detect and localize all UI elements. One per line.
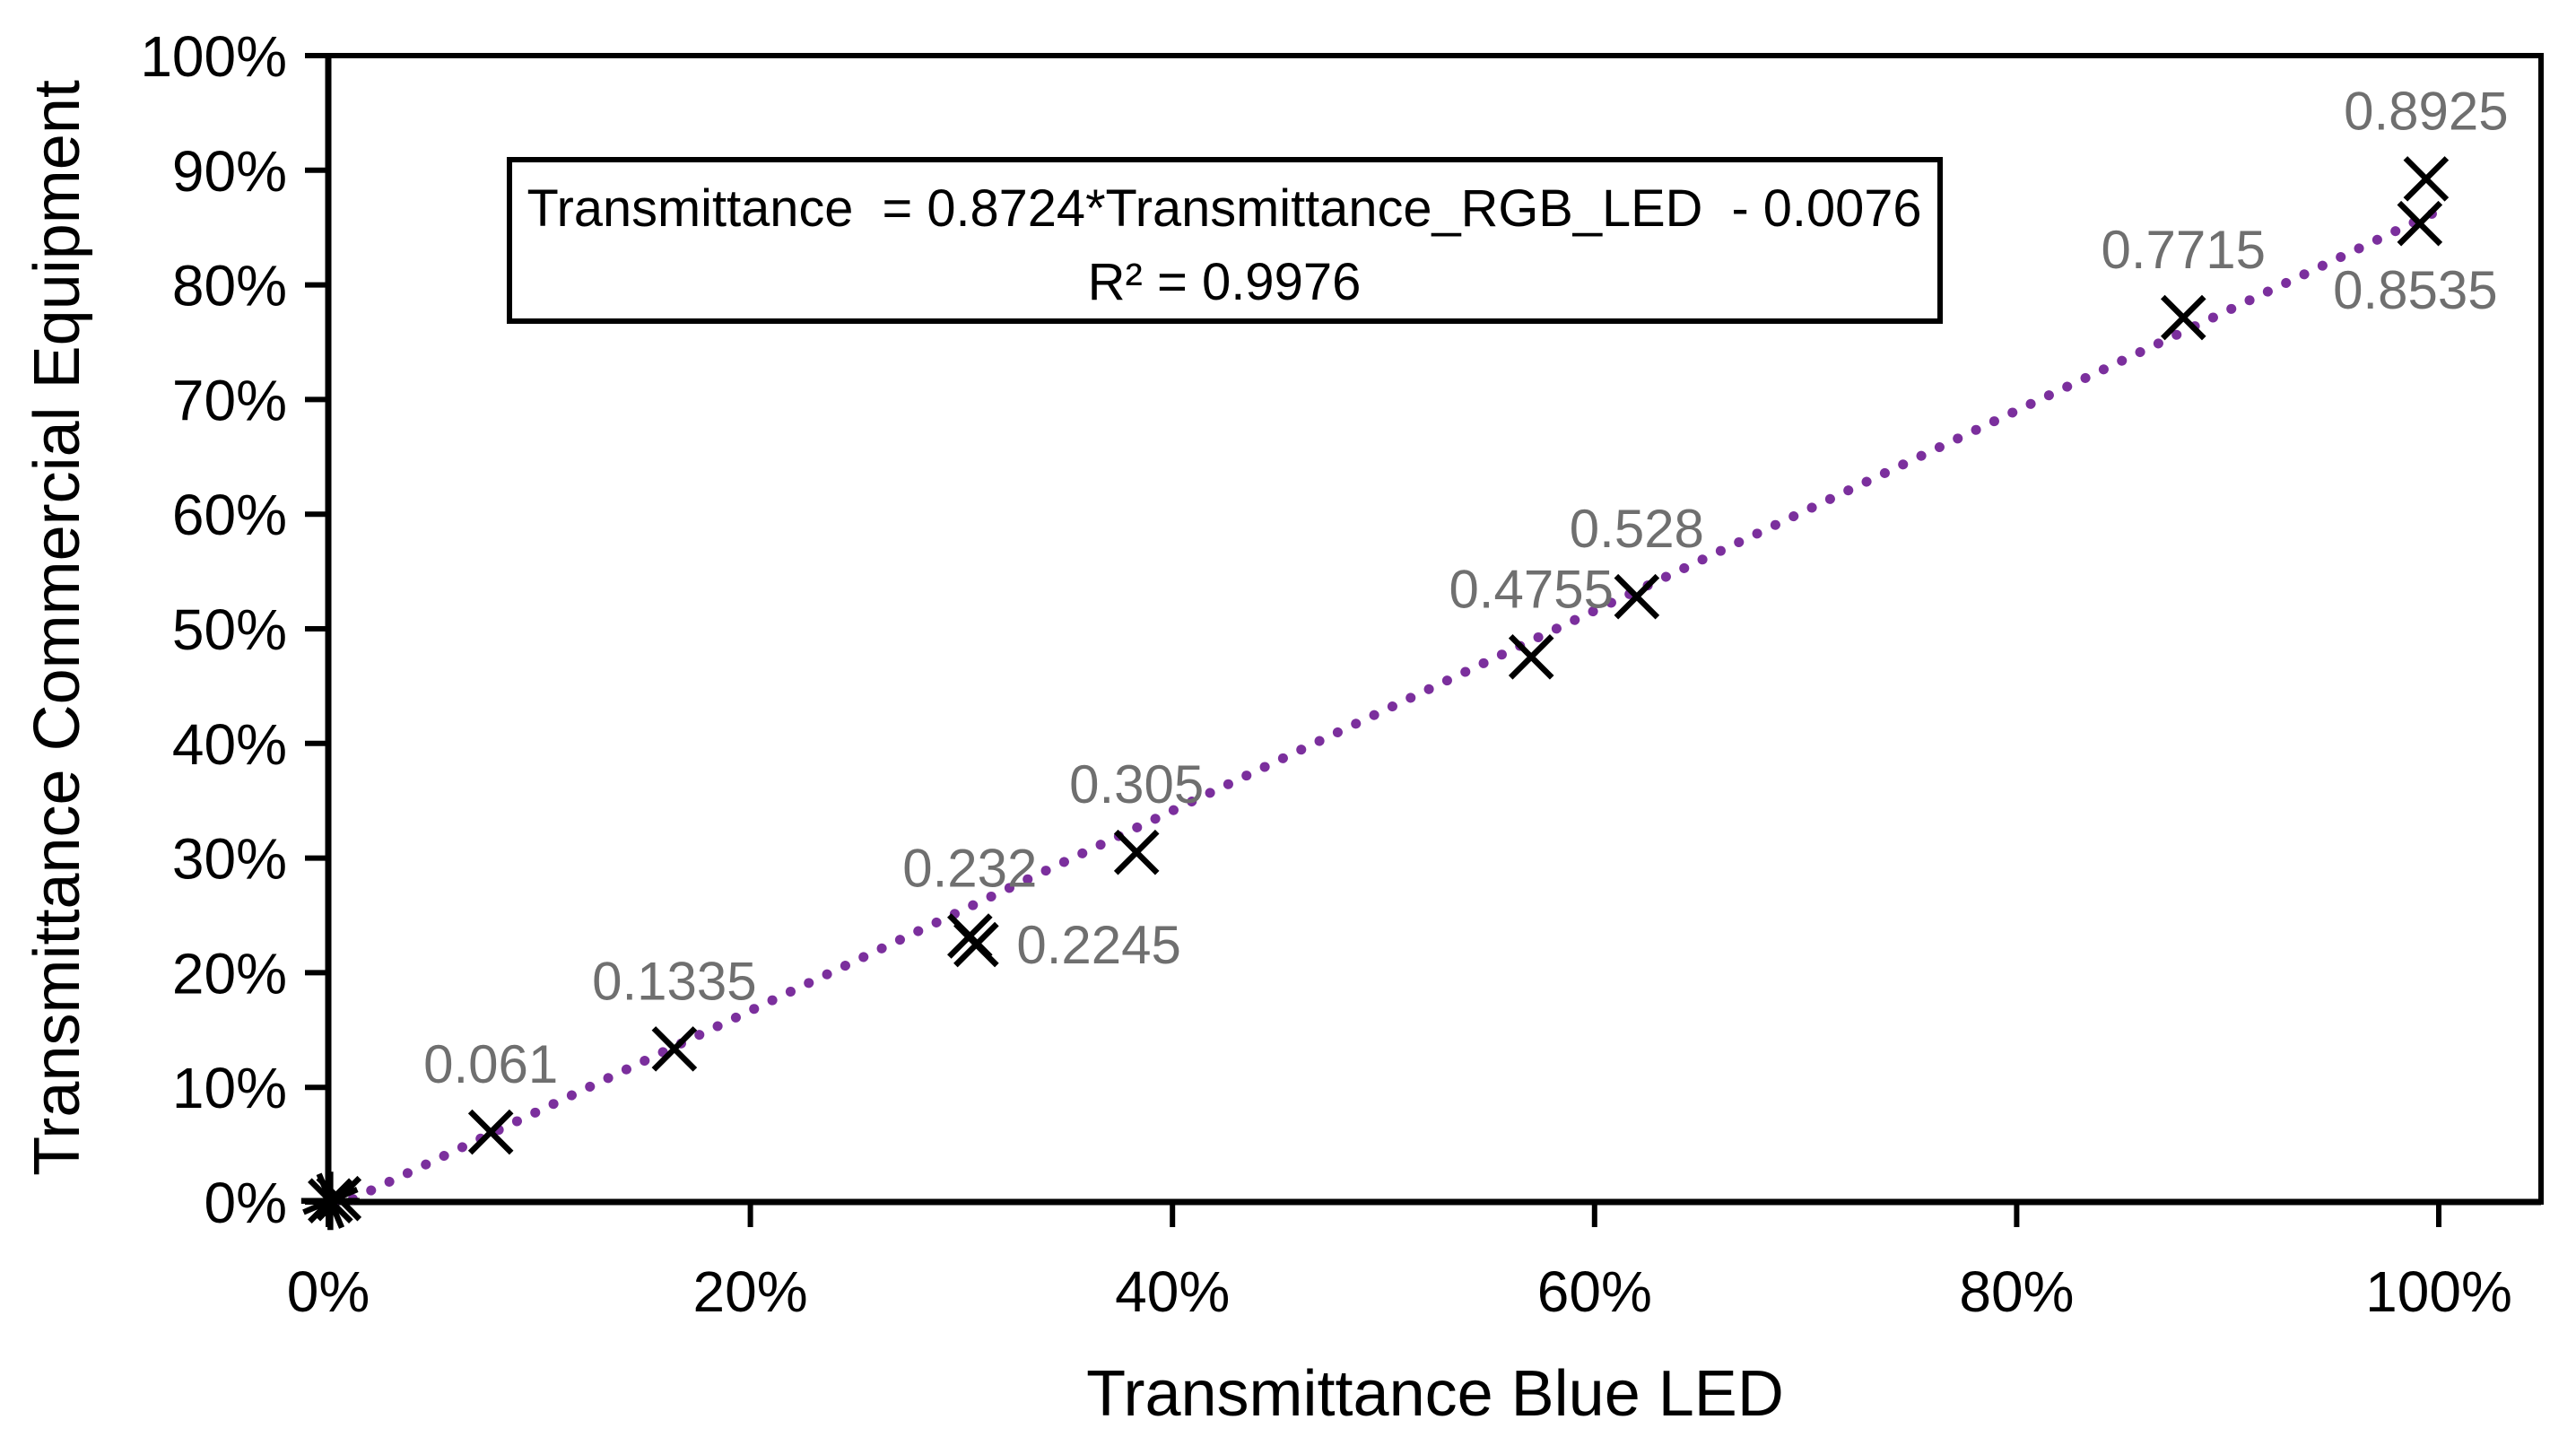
equation-box	[507, 157, 1943, 324]
x-marker-icon	[1508, 634, 1554, 680]
data-point-marker	[300, 1171, 360, 1231]
x-marker-icon	[953, 921, 999, 968]
y-axis-tick-label: 60%	[172, 483, 287, 547]
data-point-marker	[467, 1109, 514, 1155]
data-point-label: 0.232	[902, 839, 1037, 899]
data-point-marker	[2160, 294, 2206, 341]
x-axis-title: Transmittance Blue LED	[1086, 1358, 1784, 1430]
x-marker-icon	[2160, 294, 2206, 341]
x-marker-icon	[651, 1026, 698, 1072]
data-point-marker	[316, 1175, 362, 1222]
data-point-label: 0.7715	[2102, 220, 2267, 280]
y-axis-tick-label: 70%	[172, 368, 287, 432]
y-axis-tick-label: 90%	[172, 139, 287, 204]
data-point-marker	[953, 921, 999, 968]
data-point-marker	[2403, 156, 2450, 202]
x-axis-tick-label: 100%	[2365, 1259, 2512, 1324]
y-axis-tick-label: 40%	[172, 712, 287, 777]
y-axis-tick-label: 10%	[172, 1056, 287, 1120]
y-axis-tick-label: 50%	[172, 597, 287, 662]
chart-text-layer: Transmittance = 0.8724*Transmittance_RGB…	[22, 80, 1922, 1430]
y-axis-title: Transmittance Commercial Equipment	[22, 80, 93, 1176]
trendline	[329, 205, 2444, 1213]
x-marker-icon	[467, 1109, 514, 1155]
y-axis-tick-label: 0%	[205, 1171, 288, 1235]
x-axis-tick-label: 60%	[1537, 1259, 1652, 1324]
x-axis-tick-label: 20%	[693, 1259, 808, 1324]
data-point-label: 0.061	[423, 1034, 558, 1094]
x-marker-icon	[316, 1175, 362, 1222]
y-axis-tick-label: 30%	[172, 827, 287, 892]
y-axis-tick-label: 100%	[140, 24, 287, 89]
data-point-marker	[1508, 634, 1554, 680]
data-point-marker	[1113, 829, 1160, 875]
data-point-marker	[1614, 573, 1660, 620]
x-marker-icon	[1113, 829, 1160, 875]
data-point-label: 0.4755	[1449, 559, 1614, 619]
data-point-marker	[651, 1026, 698, 1072]
data-point-label: 0.1335	[592, 951, 757, 1011]
x-marker-icon	[1614, 573, 1660, 620]
data-point-label: 0.2245	[1016, 915, 1181, 975]
y-axis-tick-label: 80%	[172, 254, 287, 318]
x-marker-icon	[2397, 200, 2443, 247]
x-axis-tick-label: 0%	[287, 1259, 370, 1324]
x-marker-icon	[2403, 156, 2450, 202]
x-axis-tick-label: 40%	[1115, 1259, 1230, 1324]
data-point-label: 0.305	[1069, 754, 1204, 814]
chart-dynamic-layer: 0% 20% 40% 60% 80% 100% 0% 10% 20% 30% 40% 50% 60% 70…	[140, 24, 2544, 1324]
x-axis-tick-label: 80%	[1959, 1259, 2074, 1324]
trendline-equation-text: Transmittance = 0.8724*Transmittance_RGB…	[527, 179, 1922, 238]
data-point-label: 0.8535	[2333, 260, 2498, 320]
r-squared-text: R² = 0.9976	[1088, 253, 1362, 311]
x-marker-icon	[300, 1171, 360, 1231]
data-point-label: 0.8925	[2344, 81, 2509, 141]
data-point-marker	[2397, 200, 2443, 247]
data-point-label: 0.528	[1570, 499, 1704, 559]
y-axis-tick-label: 20%	[172, 941, 287, 1006]
